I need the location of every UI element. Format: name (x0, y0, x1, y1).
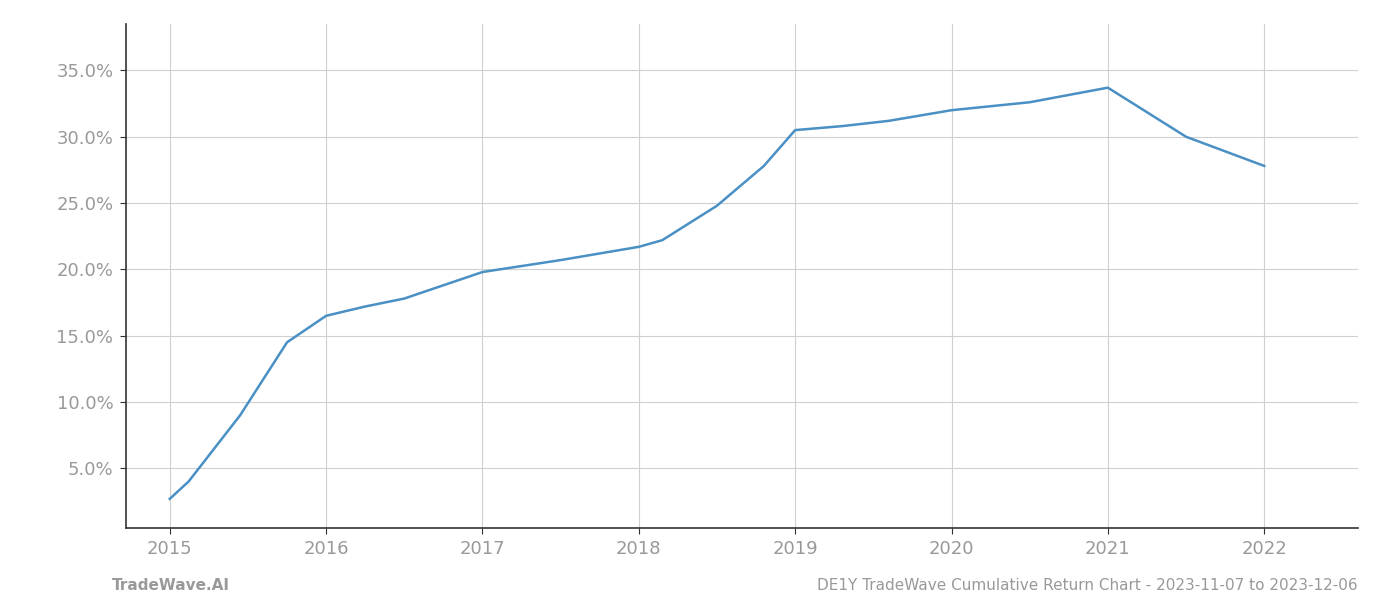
Text: DE1Y TradeWave Cumulative Return Chart - 2023-11-07 to 2023-12-06: DE1Y TradeWave Cumulative Return Chart -… (818, 578, 1358, 593)
Text: TradeWave.AI: TradeWave.AI (112, 578, 230, 593)
